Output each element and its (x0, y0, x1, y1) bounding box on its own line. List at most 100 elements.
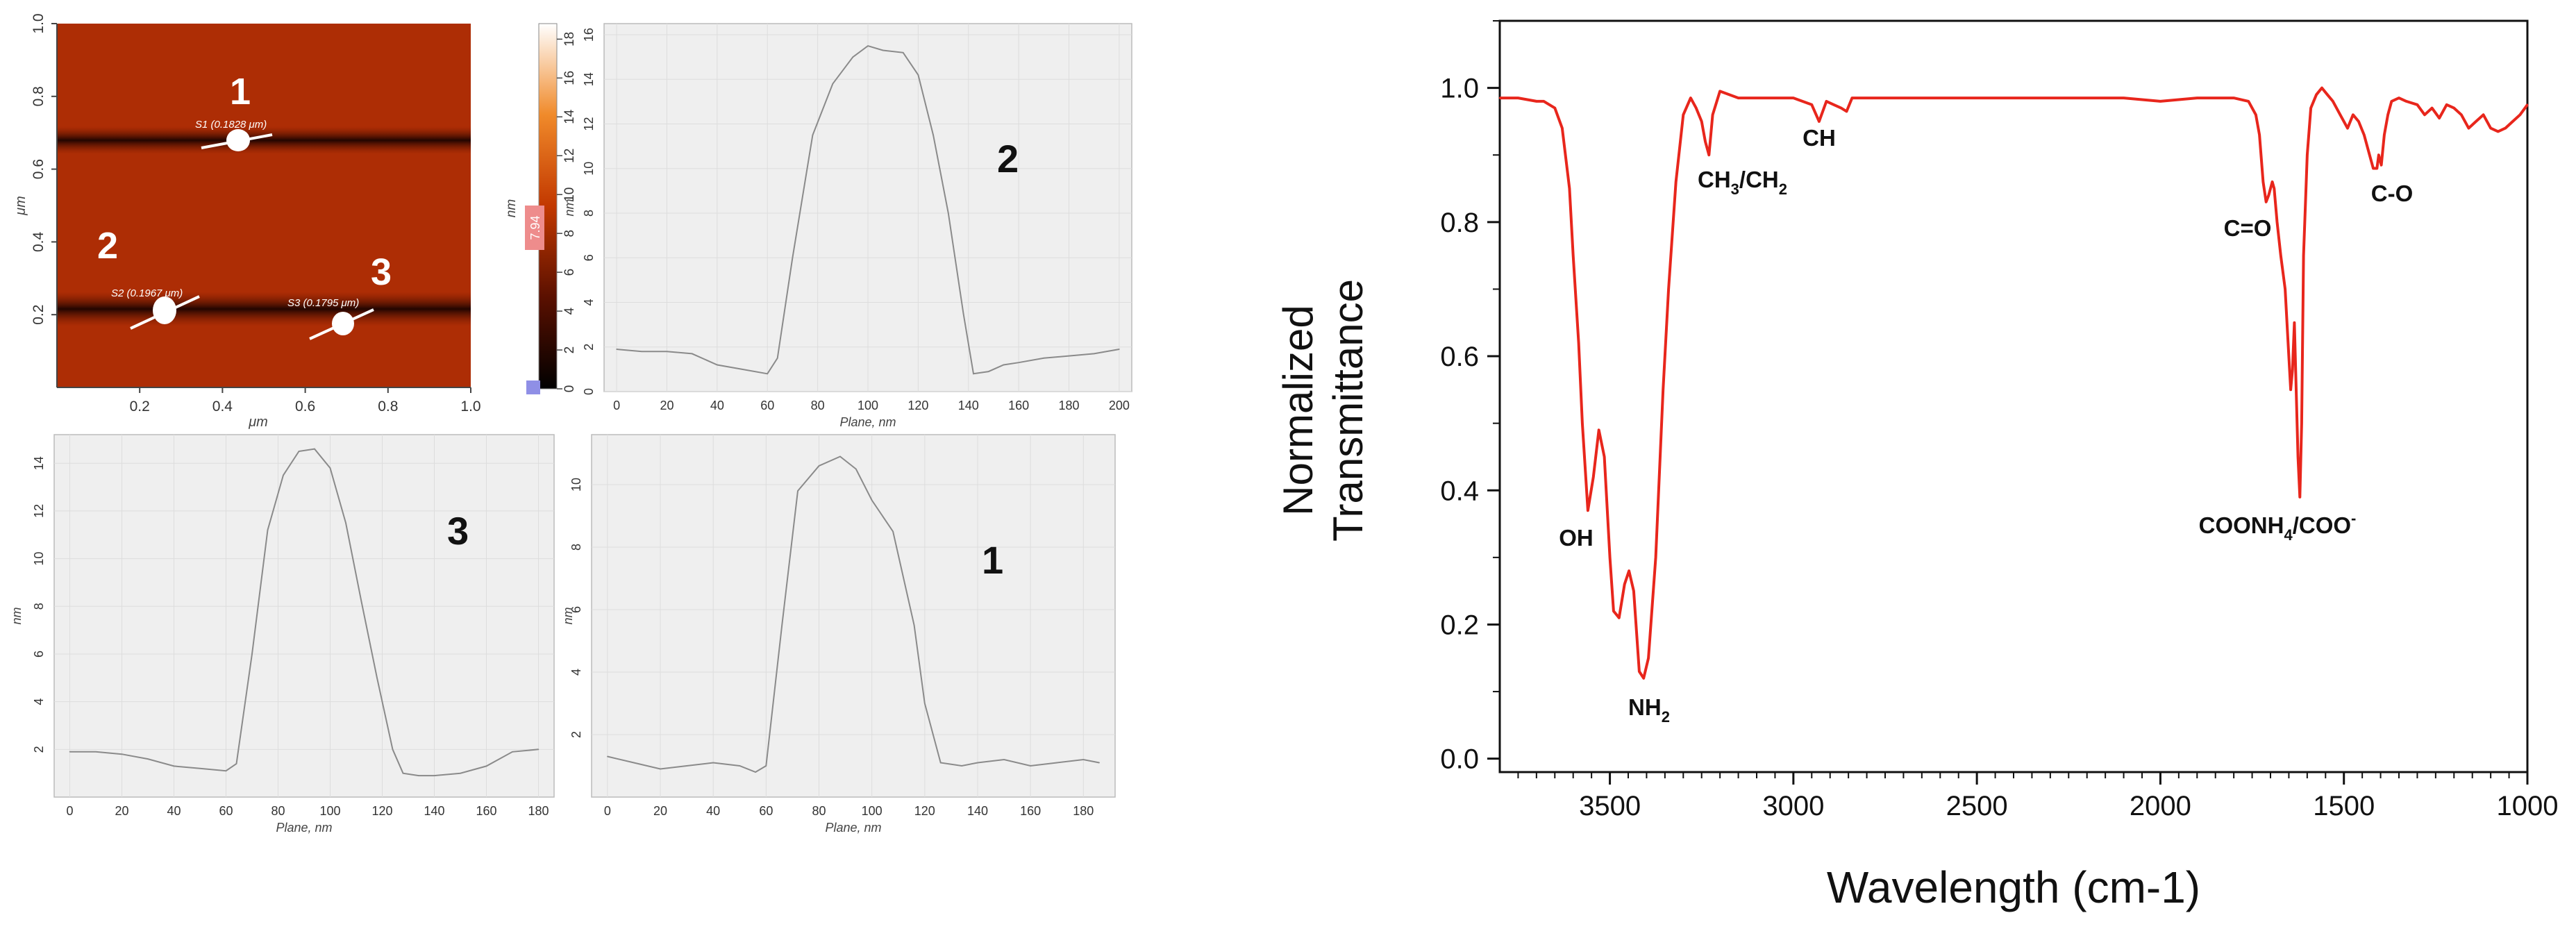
afm-marker-2 (153, 296, 176, 324)
profile-point (1068, 355, 1070, 357)
ftir-spectrum-point (1598, 429, 1600, 431)
ftir-spectrum-point (1755, 97, 1758, 99)
ftir-spectrum-point (2268, 194, 2270, 196)
afm-texture (57, 24, 471, 387)
ftir-spectrum-point (1840, 107, 1842, 109)
ftir-spectrum-point (1569, 187, 1571, 190)
ftir-spectrum-point (2271, 181, 2273, 183)
x-tick-label: 180 (1059, 399, 1080, 412)
y-tick-label: 12 (32, 504, 46, 518)
afm-section-line-1 (201, 133, 273, 149)
afm-section-label-2: S2 (0.1967 μm) (111, 287, 183, 299)
profile-point (686, 765, 687, 767)
ftir-y-tick-label: 0.2 (1440, 610, 1479, 640)
afm-x-tick-label: 0.8 (378, 399, 398, 415)
x-tick-label: 100 (858, 399, 878, 412)
profile-point (1043, 358, 1045, 359)
profile-point (1018, 362, 1019, 364)
profile-chart-2: 0 20 40 60 80 100 120 140 160 180 2000246810121416… (562, 23, 1132, 429)
ftir-spectrum-point (2300, 422, 2303, 424)
ftir-spectrum-point (1543, 100, 1545, 103)
profile-point (962, 312, 964, 315)
x-tick-label: 0 (613, 399, 620, 412)
ftir-spectrum-point (1825, 100, 1828, 103)
y-tick-label: 0 (582, 388, 596, 395)
profile-point (616, 349, 617, 350)
afm-colorbar: 0 2 4 6 8 10 12 14 16 18 7.94 nm (504, 23, 577, 394)
ftir-spectrum-point (1689, 97, 1692, 99)
afm-height-map (57, 24, 471, 387)
afm-x-axis-label: μm (248, 415, 268, 430)
profile-point (765, 765, 767, 767)
ftir-spectrum-point (1647, 657, 1650, 659)
ftir-spectrum-point (2383, 134, 2386, 136)
ftir-spectrum-point (2453, 107, 2455, 109)
profile-point (460, 772, 461, 774)
plot-area (591, 434, 1116, 798)
profile-point (755, 771, 756, 773)
colorbar-tick-label: 0 (562, 385, 577, 393)
profile-point (235, 763, 237, 764)
ftir-spectrum-point (2315, 94, 2318, 96)
ftir-spectrum-point (2284, 288, 2286, 290)
profile-point (902, 51, 904, 53)
ftir-spectrum-point (1592, 476, 1594, 478)
profile-point (345, 522, 346, 524)
x-tick-label: 40 (706, 804, 720, 818)
ftir-spectrum-point (2123, 97, 2125, 99)
ftir-spectrum-point (2363, 134, 2365, 136)
ftir-spectrum-point (1623, 583, 1625, 585)
x-tick-label: 20 (115, 804, 128, 818)
ftir-spectrum-point (2248, 100, 2250, 103)
x-tick-label: 20 (660, 399, 674, 412)
y-tick-label: 8 (32, 603, 46, 610)
ftir-frame (1498, 19, 2529, 773)
profile-point (641, 351, 643, 352)
profile-point (1056, 762, 1058, 764)
ftir-spectrum-point (2497, 131, 2499, 133)
profile-point (314, 448, 315, 450)
profile-point (973, 373, 974, 375)
ftir-spectrum-line (1500, 86, 2529, 680)
ftir-x-tick-label: 1500 (2313, 791, 2375, 821)
profile-point (712, 762, 714, 764)
x-tick-label: 180 (1073, 804, 1094, 818)
x-tick-label: 100 (319, 804, 340, 818)
ftir-y-axis-label: NormalizedTransmittance (1275, 279, 1371, 542)
profile-point (1098, 762, 1100, 764)
colorbar-tick-label: 12 (562, 149, 577, 163)
profile-point (537, 748, 540, 751)
ftir-spectrum-point (2423, 114, 2426, 116)
afm-section-line-2 (130, 295, 200, 330)
x-axis-label: Plane, nm (276, 821, 332, 835)
profile-point (1003, 364, 1005, 366)
profile-point (1119, 349, 1120, 350)
colorbar-marker-box (525, 206, 544, 250)
afm-y-tick-label: 0.4 (31, 231, 47, 252)
ftir-spectrum-point (1612, 610, 1615, 612)
y-tick-label: 8 (582, 210, 596, 217)
y-tick-label: 2 (582, 344, 596, 351)
ftir-spectrum-point (2346, 127, 2349, 129)
y-axis-label: nm (561, 607, 575, 624)
profile-point (402, 772, 404, 774)
x-tick-label: 120 (908, 399, 928, 412)
profile-point (225, 770, 227, 772)
ftir-spectrum-point (1675, 181, 1677, 183)
ftir-spectrum-point (2265, 201, 2267, 203)
ftir-spectrum-point (1846, 110, 1848, 112)
ftir-annotation: OH (1559, 525, 1594, 551)
ftir-x-tick-label: 3000 (1762, 791, 1824, 821)
profile-point (298, 451, 300, 452)
ftir-y-tick-label: 0.8 (1440, 208, 1479, 238)
ftir-spectrum-point (2299, 496, 2301, 499)
ftir-spectrum-point (1851, 97, 1853, 99)
ftir-y-tick-label: 1.0 (1440, 74, 1479, 104)
ftir-spectrum-point (1718, 90, 1721, 92)
profile-point (1093, 353, 1095, 355)
plot-area (53, 434, 555, 798)
ftir-spectrum-point (1712, 114, 1714, 116)
ftir-spectrum-point (1667, 288, 1670, 290)
ftir-spectrum-point (1655, 556, 1657, 559)
colorbar-tick-label: 14 (562, 109, 577, 124)
